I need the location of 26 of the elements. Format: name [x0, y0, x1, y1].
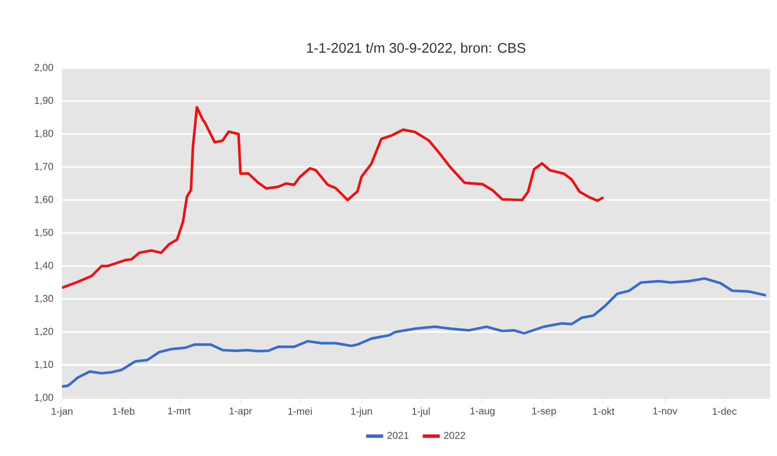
y-tick-label: 1,50 [34, 228, 54, 238]
x-tick-label: 1-mrt [168, 407, 191, 414]
y-tick-label: 1,00 [34, 394, 54, 402]
y-tick-label: 1,20 [34, 328, 54, 336]
legend-label: 2022 [444, 432, 466, 439]
x-tick-label: 1-apr [230, 407, 252, 416]
x-tick-label: 1-dec [712, 407, 737, 415]
y-tick-label: 1,90 [34, 96, 54, 106]
y-tick-label: 1,40 [34, 262, 54, 270]
x-tick-label: 1-feb [112, 407, 134, 415]
y-tick-label: 1,80 [34, 130, 54, 138]
y-tick-label: 1,10 [34, 360, 54, 370]
x-tick-label: 1-okt [593, 407, 614, 415]
x-tick-label: 1-aug [470, 407, 495, 416]
x-tick-label: 1-nov [653, 407, 678, 414]
chart-title: 1-1-2021 t/m 30-9-2022, bron: CBS [307, 42, 526, 54]
x-tick-label: 1-mei [288, 407, 312, 415]
y-tick-label: 1,30 [34, 294, 54, 304]
y-tick-label: 2,00 [34, 64, 54, 72]
x-tick-label: 1-jun [351, 407, 372, 417]
y-tick-label: 1,70 [34, 162, 54, 172]
y-tick-label: 1,60 [34, 196, 54, 204]
x-tick-label: 1-jan [52, 407, 72, 417]
x-tick-label: 1-jul [412, 407, 430, 417]
x-tick-label: 1-sep [532, 407, 556, 416]
legend-label: 2021 [387, 432, 409, 439]
